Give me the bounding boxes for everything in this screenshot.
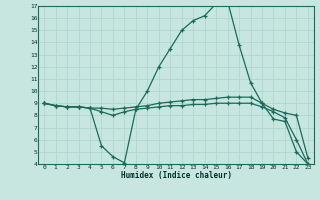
X-axis label: Humidex (Indice chaleur): Humidex (Indice chaleur) bbox=[121, 171, 231, 180]
